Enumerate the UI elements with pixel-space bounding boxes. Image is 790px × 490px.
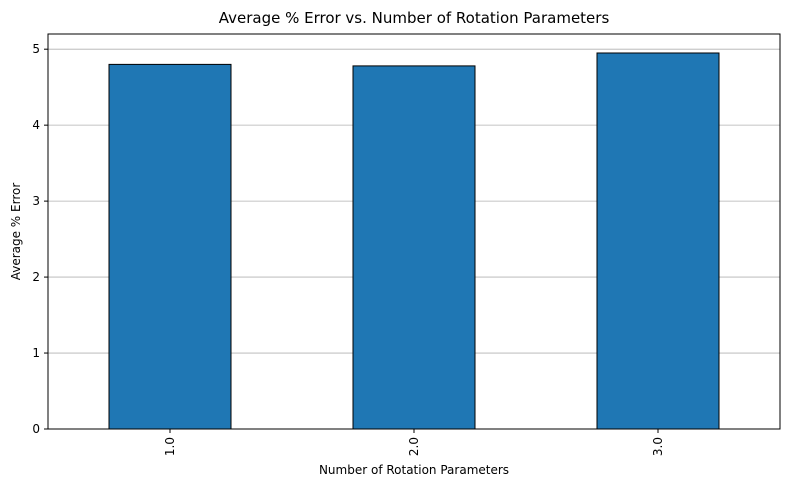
- y-axis-label: Average % Error: [9, 183, 23, 281]
- y-tick-label: 4: [32, 118, 40, 132]
- y-tick-label: 5: [32, 42, 40, 56]
- x-tick-label: 3.0: [651, 437, 665, 456]
- bar-1.0: [108, 63, 232, 430]
- bar-3.0: [596, 52, 720, 430]
- y-tick-label: 1: [32, 346, 40, 360]
- y-tick-label: 2: [32, 270, 40, 284]
- x-axis-ticks: 1.0 2.0 3.0: [163, 429, 665, 456]
- x-axis-label: Number of Rotation Parameters: [319, 463, 509, 477]
- y-tick-label: 0: [32, 422, 40, 436]
- bar-2.0: [352, 65, 476, 430]
- x-tick-label: 1.0: [163, 437, 177, 456]
- x-tick-label: 2.0: [407, 437, 421, 456]
- y-tick-label: 3: [32, 194, 40, 208]
- bars: [108, 52, 720, 430]
- chart-title: Average % Error vs. Number of Rotation P…: [219, 9, 610, 27]
- y-axis-ticks: 0 1 2 3 4 5: [32, 42, 48, 436]
